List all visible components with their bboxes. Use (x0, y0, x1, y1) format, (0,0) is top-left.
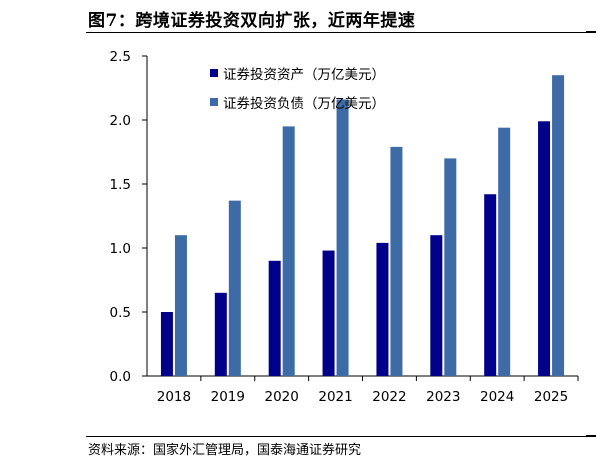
bar-liabilities-2023 (444, 158, 457, 376)
y-tick-label: 1.0 (110, 241, 131, 257)
y-tick-label: 2.5 (110, 49, 131, 65)
figure-title: 图7：跨境证券投资双向扩张，近两年提速 (88, 11, 416, 31)
x-tick-label: 2019 (211, 389, 245, 405)
bottom-rule (86, 436, 586, 437)
x-tick-label: 2022 (372, 389, 406, 405)
bottom-edge-mark (586, 435, 596, 437)
bar-liabilities-2020 (282, 126, 295, 377)
chart-bars (160, 75, 565, 377)
top-rule (86, 32, 586, 33)
bar-liabilities-2021 (336, 99, 349, 377)
y-tick-label: 1.5 (110, 177, 131, 193)
bar-assets-2024 (484, 194, 497, 376)
source-note: 资料来源：国家外汇管理局，国泰海通证券研究 (88, 443, 362, 458)
x-tick-label: 2024 (480, 389, 514, 405)
x-tick-label: 2020 (265, 389, 299, 405)
y-tick-label: 0.5 (110, 305, 131, 321)
y-tick-label: 0.0 (110, 369, 131, 385)
x-tick-label: 2021 (318, 389, 352, 405)
bar-liabilities-2019 (228, 200, 241, 376)
bar-liabilities-2024 (498, 127, 511, 377)
legend-swatch (210, 69, 218, 77)
x-tick-label: 2018 (157, 389, 191, 405)
bar-assets-2019 (214, 292, 227, 376)
legend-label: 证券投资资产（万亿美元） (223, 67, 385, 83)
bar-liabilities-2018 (174, 235, 187, 376)
y-tick-label: 2.0 (110, 113, 131, 129)
bar-liabilities-2025 (552, 75, 565, 376)
bar-assets-2018 (160, 312, 173, 376)
chart-axes: 0.0 0.5 1.0 1.5 2.0 2.5 2018 2019 2020 2021 2022 20… (110, 49, 579, 405)
bar-assets-2021 (322, 250, 335, 376)
legend-label: 证券投资负债（万亿美元） (223, 96, 385, 112)
bar-assets-2025 (538, 121, 551, 376)
top-edge-mark (586, 31, 596, 33)
bar-liabilities-2022 (390, 146, 403, 376)
x-tick-label: 2023 (426, 389, 460, 405)
chart-legend: 证券投资资产（万亿美元） 证券投资负债（万亿美元） (210, 67, 385, 112)
x-tick-label: 2025 (534, 389, 568, 405)
bar-assets-2020 (268, 260, 281, 376)
bar-assets-2022 (376, 242, 389, 376)
bar-assets-2023 (430, 235, 443, 376)
legend-swatch (210, 98, 218, 106)
